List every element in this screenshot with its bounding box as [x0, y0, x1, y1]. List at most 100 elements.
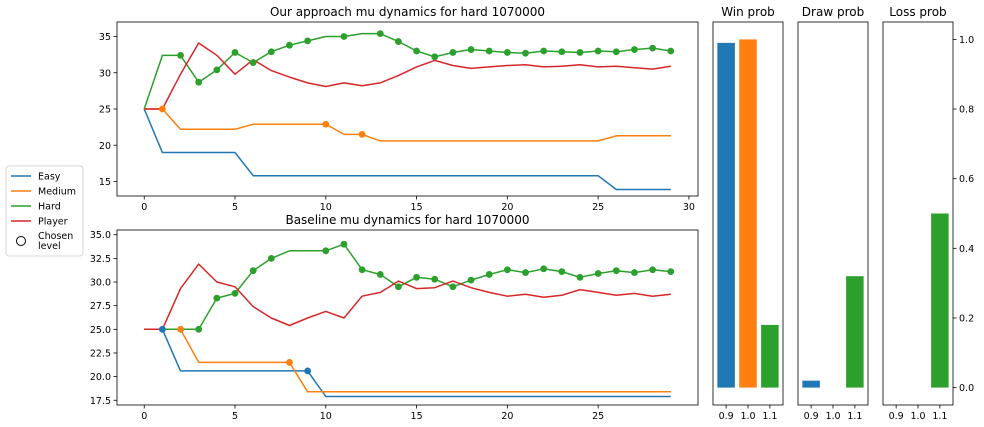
bottom-chosen-point — [485, 271, 493, 278]
top-xtick-label: 10 — [320, 202, 332, 213]
bottom-chosen-point — [558, 268, 566, 276]
top-ytick-label: 30 — [99, 68, 111, 79]
bottom-ytick-label: 30.0 — [90, 278, 111, 289]
top-chosen-point — [594, 47, 602, 55]
win-xtick-label: 1.1 — [762, 411, 777, 422]
top-chosen-point — [503, 49, 511, 56]
bottom-xtick-label: 20 — [501, 411, 513, 422]
bottom-chosen-point — [249, 267, 257, 275]
top-chosen-point — [631, 46, 638, 53]
legend: Easy Medium Hard Player Chosen level — [5, 165, 84, 257]
top-chosen-point — [413, 47, 420, 55]
bottom-chosen-point — [522, 269, 529, 276]
top-chosen-point — [340, 33, 348, 40]
bottom-chosen-point — [158, 325, 166, 333]
loss-ytick-label: 0.4 — [959, 244, 974, 255]
top-chosen-point — [322, 120, 330, 128]
legend-label-medium: Medium — [38, 187, 76, 198]
loss-xtick-label: 1.0 — [910, 411, 925, 422]
top-chosen-point — [431, 53, 439, 61]
top-chosen-point — [449, 49, 457, 56]
top-ytick-label: 35 — [99, 32, 111, 43]
top-xtick-label: 5 — [232, 202, 238, 213]
bottom-chosen-point — [195, 325, 203, 333]
top-ytick-label: 20 — [99, 141, 111, 152]
bottom-chosen-point — [395, 283, 402, 291]
bottom-xtick-label: 25 — [592, 411, 604, 422]
draw-panel: Draw prob 0.9 1.0 1.1 — [797, 5, 869, 422]
bottom-ytick-label: 32.5 — [90, 254, 111, 265]
bottom-chosen-point — [449, 283, 457, 291]
loss-ytick-label: 1.0 — [959, 35, 974, 46]
top-chosen-point — [522, 49, 529, 57]
legend-label-hard: Hard — [38, 202, 61, 213]
bottom-frame — [116, 229, 699, 406]
loss-xtick-label: 1.1 — [932, 411, 947, 422]
bottom-chosen-point — [594, 270, 602, 277]
win-bar-0.9 — [717, 42, 735, 388]
top-frame — [116, 21, 699, 197]
top-chosen-point — [213, 66, 221, 74]
bottom-chosen-point — [213, 294, 221, 302]
top-chosen-point — [249, 59, 257, 66]
win-frame — [712, 21, 784, 406]
bottom-chosen-point — [340, 240, 348, 248]
draw-xtick-label: 0.9 — [804, 411, 819, 422]
loss-panel: Loss prob 0.9 1.0 1.1 0.0 0.2 0.4 0.6 0.8 1.0 — [882, 5, 974, 422]
top-line-easy — [143, 108, 671, 191]
bottom-chosen-point — [612, 267, 620, 275]
bottom-line-player — [144, 263, 671, 331]
bottom-line-medium — [144, 328, 671, 393]
top-chosen-point — [177, 51, 184, 59]
loss-bar-1.1 — [931, 213, 949, 388]
bottom-chosen-point — [631, 269, 638, 276]
legend-chosen-marker-icon — [16, 236, 26, 246]
loss-ytick-label: 0.8 — [959, 105, 974, 116]
top-chosen-point — [485, 47, 493, 55]
draw-bar-0.9 — [802, 380, 820, 388]
bottom-chosen-point — [322, 247, 330, 255]
win-xtick-label: 1.0 — [740, 411, 755, 422]
win-bar-1.0 — [739, 39, 757, 388]
bottom-ytick-label: 20.0 — [90, 372, 111, 383]
bottom-line-hard — [144, 243, 671, 331]
top-chosen-point — [540, 47, 548, 55]
win-panel: Win prob 0.9 1.0 1.1 — [712, 5, 784, 422]
legend-label-easy: Easy — [38, 172, 61, 183]
bottom-xtick-label: 10 — [320, 411, 332, 422]
bottom-chosen-point — [231, 289, 239, 297]
legend-frame — [5, 165, 84, 257]
bottom-chosen-point — [467, 276, 475, 284]
top-chosen-point — [667, 47, 675, 55]
legend-label-chosen-level: Chosen level — [38, 231, 73, 252]
bottom-ytick-label: 35.0 — [90, 230, 111, 241]
bottom-chosen-point — [358, 266, 366, 274]
top-title: Our approach mu dynamics for hard 107000… — [270, 5, 545, 19]
top-chosen-point — [158, 105, 166, 113]
top-chosen-point — [358, 130, 366, 138]
top-chosen-point — [304, 37, 312, 45]
bottom-chosen-point — [667, 268, 675, 276]
bottom-xtick-label: 5 — [232, 411, 238, 422]
bottom-chosen-point — [286, 359, 293, 366]
top-chosen-point — [395, 38, 402, 45]
loss-ytick-label: 0.2 — [959, 313, 974, 324]
bottom-title: Baseline mu dynamics for hard 1070000 — [285, 213, 529, 227]
bottom-xtick-label: 0 — [141, 411, 147, 422]
loss-ytick-label: 0.6 — [959, 174, 974, 185]
top-xtick-label: 15 — [411, 202, 423, 213]
draw-xtick-label: 1.0 — [825, 411, 840, 422]
top-chosen-point — [267, 48, 275, 56]
loss-ytick-label: 0.0 — [959, 383, 974, 394]
top-panel: Our approach mu dynamics for hard 107000… — [99, 5, 699, 213]
top-xtick-label: 30 — [683, 202, 695, 213]
bottom-chosen-point — [649, 266, 657, 274]
top-chosen-point — [231, 49, 239, 56]
bottom-chosen-point — [576, 273, 584, 281]
top-ytick-label: 15 — [99, 177, 111, 188]
bottom-chosen-point — [503, 266, 511, 274]
top-xtick-label: 0 — [141, 202, 147, 213]
bottom-chosen-point — [376, 271, 384, 278]
bottom-ytick-label: 22.5 — [90, 348, 111, 359]
